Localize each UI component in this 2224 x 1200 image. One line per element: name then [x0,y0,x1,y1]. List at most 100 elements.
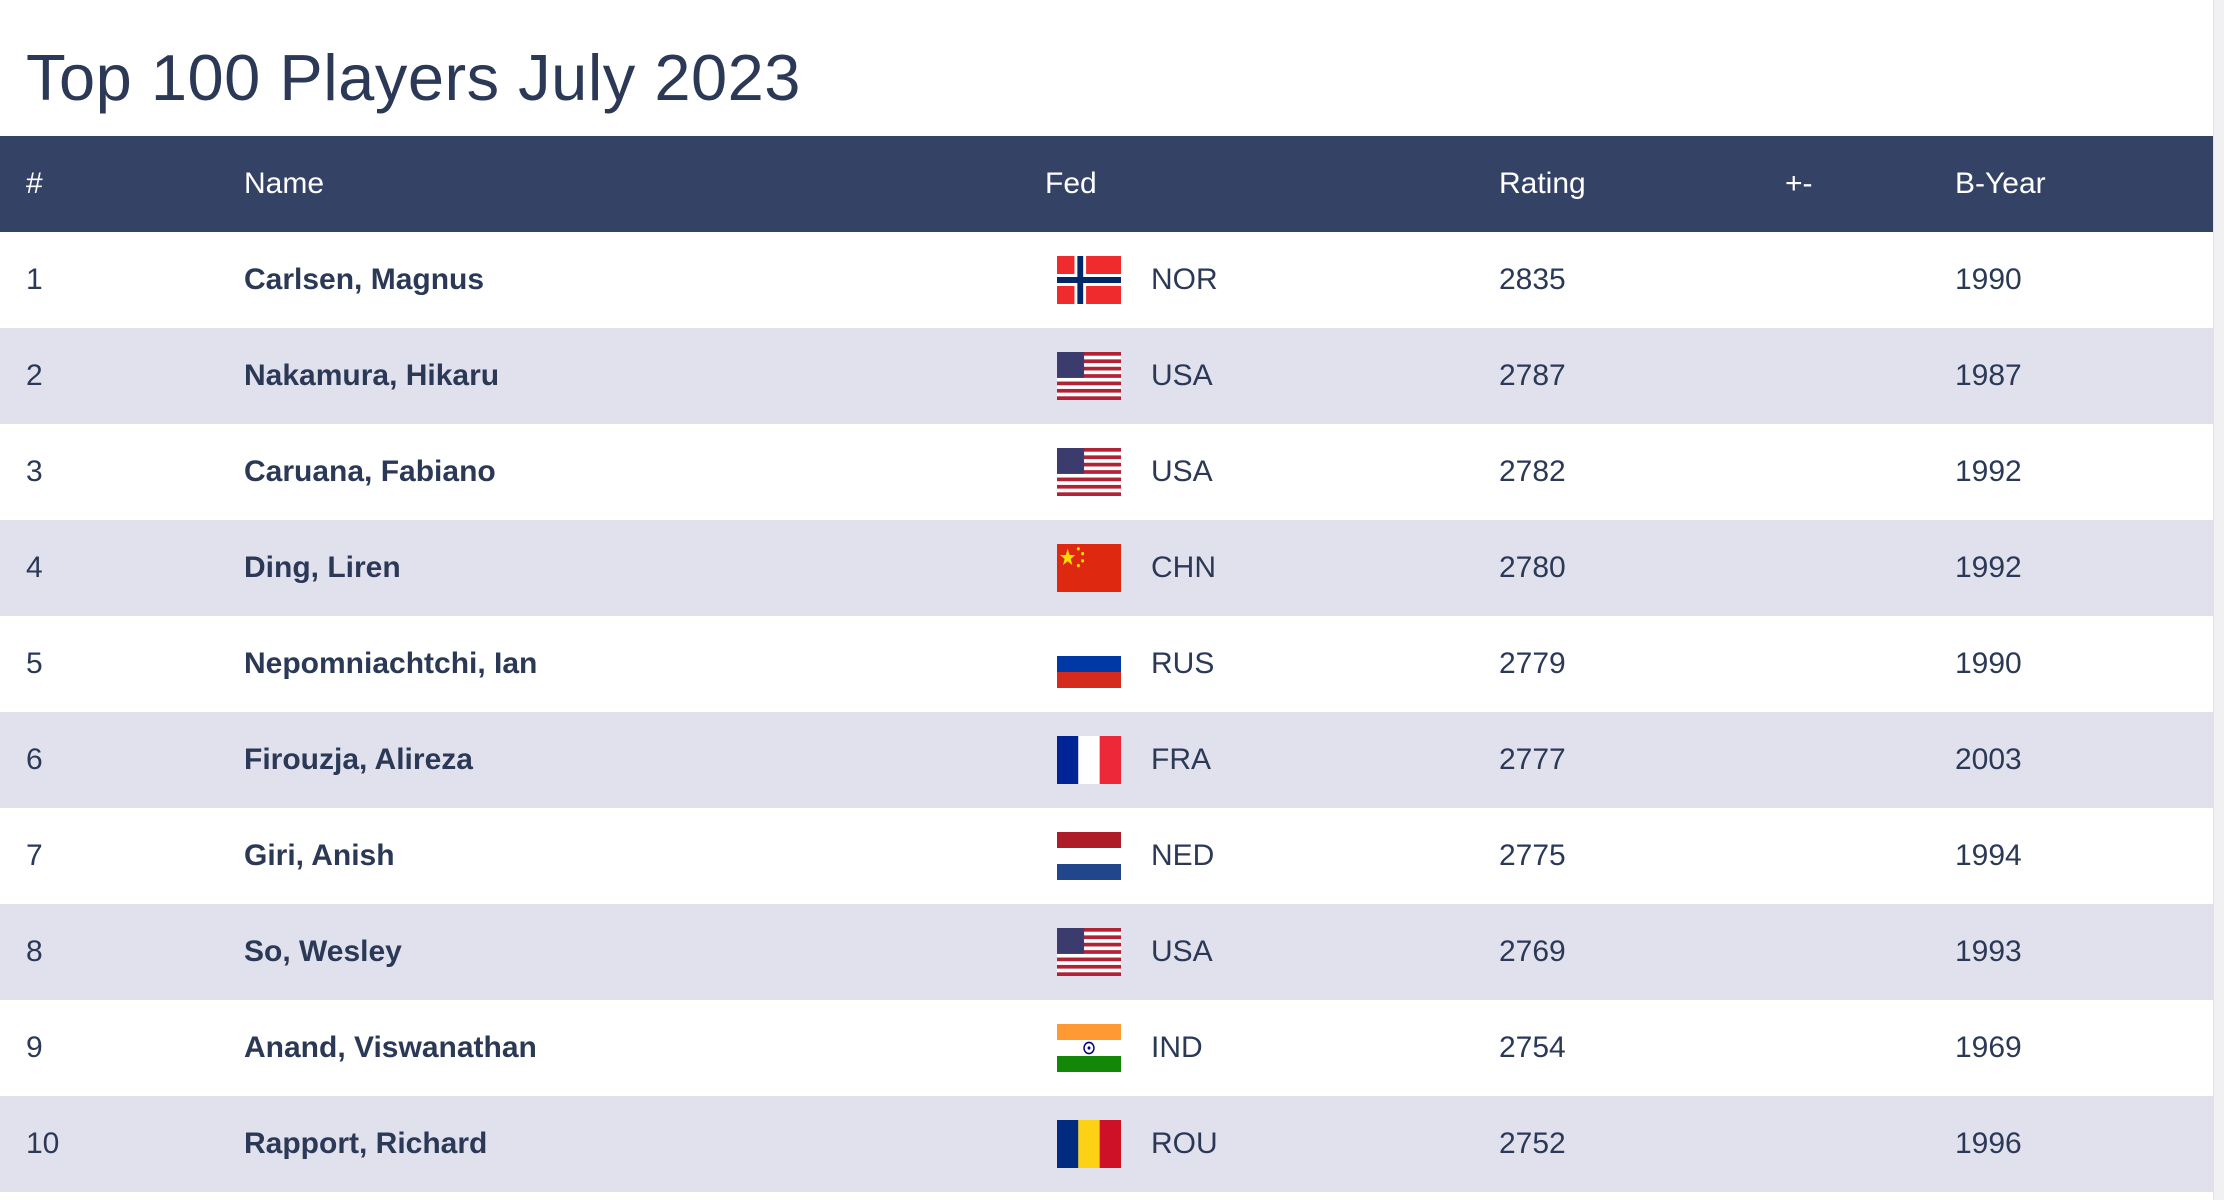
table-header-row: # Name Fed Rating +- B-Year [0,136,2216,232]
change-cell [1785,808,1955,904]
player-name-cell[interactable]: Giri, Anish [244,808,1045,904]
player-name-cell[interactable]: Rapport, Richard [244,1096,1045,1192]
table-row: 3 Caruana, Fabiano USA 2782 1992 [0,424,2216,520]
table-row: 7 Giri, Anish NED 2775 1994 [0,808,2216,904]
player-name-cell[interactable]: So, Wesley [244,904,1045,1000]
federation-cell: NOR [1045,232,1499,328]
header-name[interactable]: Name [244,167,325,200]
ranking-table: # Name Fed Rating +- B-Year 1 Carlsen, Ma… [0,136,2216,1192]
player-name-cell[interactable]: Nakamura, Hikaru [244,328,1045,424]
china-flag-icon [1057,544,1121,592]
birth-year-cell: 1993 [1955,935,2022,968]
birth-year-cell: 1992 [1955,455,2022,488]
player-name-link[interactable]: So, Wesley [244,935,402,968]
player-name-link[interactable]: Carlsen, Magnus [244,263,485,296]
table-row: 1 Carlsen, Magnus NOR 2835 1990 [0,232,2216,328]
rank-cell: 10 [26,1127,60,1160]
netherlands-flag-icon [1057,832,1121,880]
change-cell [1785,520,1955,616]
federation-cell: RUS [1045,616,1499,712]
federation-code: USA [1151,935,1213,968]
player-name-link[interactable]: Firouzja, Alireza [244,743,473,776]
table-row: 2 Nakamura, Hikaru USA 2787 1987 [0,328,2216,424]
usa-flag-icon [1057,928,1121,976]
table-row: 4 Ding, Liren CHN 2780 1992 [0,520,2216,616]
federation-cell: USA [1045,328,1499,424]
page-title: Top 100 Players July 2023 [26,41,801,114]
player-name-link[interactable]: Nakamura, Hikaru [244,359,500,392]
federation-cell: IND [1045,1000,1499,1096]
federation-code: IND [1151,1031,1203,1064]
birth-year-cell: 1990 [1955,647,2022,680]
change-cell [1785,616,1955,712]
header-rating[interactable]: Rating [1499,167,1586,200]
rating-cell: 2775 [1499,839,1566,872]
rank-cell: 1 [26,263,43,296]
header-change[interactable]: +- [1785,167,1813,200]
birth-year-cell: 1992 [1955,551,2022,584]
header-birth-year[interactable]: B-Year [1955,167,2046,200]
player-name-cell[interactable]: Nepomniachtchi, Ian [244,616,1045,712]
player-name-cell[interactable]: Firouzja, Alireza [244,712,1045,808]
romania-flag-icon [1057,1120,1121,1168]
rating-cell: 2754 [1499,1031,1566,1064]
scrollbar[interactable] [2213,0,2224,1200]
federation-cell: USA [1045,424,1499,520]
federation-code: USA [1151,359,1213,392]
usa-flag-icon [1057,352,1121,400]
table-row: 10 Rapport, Richard ROU 2752 1996 [0,1096,2216,1192]
table-row: 9 Anand, Viswanathan IND 2754 1969 [0,1000,2216,1096]
birth-year-cell: 2003 [1955,743,2022,776]
rank-cell: 6 [26,743,43,776]
russia-flag-icon [1057,640,1121,688]
rating-cell: 2777 [1499,743,1566,776]
usa-flag-icon [1057,448,1121,496]
rank-cell: 3 [26,455,43,488]
rank-cell: 8 [26,935,43,968]
federation-cell: ROU [1045,1096,1499,1192]
player-name-link[interactable]: Anand, Viswanathan [244,1031,537,1064]
federation-code: NOR [1151,263,1218,296]
change-cell [1785,904,1955,1000]
federation-code: CHN [1151,551,1216,584]
rating-cell: 2769 [1499,935,1566,968]
player-name-cell[interactable]: Ding, Liren [244,520,1045,616]
header-rank[interactable]: # [26,167,43,200]
federation-cell: FRA [1045,712,1499,808]
rating-cell: 2780 [1499,551,1566,584]
federation-cell: NED [1045,808,1499,904]
change-cell [1785,1000,1955,1096]
rank-cell: 2 [26,359,43,392]
federation-cell: CHN [1045,520,1499,616]
player-name-link[interactable]: Rapport, Richard [244,1127,488,1160]
norway-flag-icon [1057,256,1121,304]
birth-year-cell: 1987 [1955,359,2022,392]
federation-code: ROU [1151,1127,1218,1160]
change-cell [1785,712,1955,808]
birth-year-cell: 1994 [1955,839,2022,872]
rank-cell: 9 [26,1031,43,1064]
player-name-link[interactable]: Caruana, Fabiano [244,455,496,488]
rank-cell: 7 [26,839,43,872]
player-name-link[interactable]: Ding, Liren [244,551,401,584]
change-cell [1785,232,1955,328]
table-row: 5 Nepomniachtchi, Ian RUS 2779 1990 [0,616,2216,712]
table-row: 8 So, Wesley USA 2769 1993 [0,904,2216,1000]
player-name-cell[interactable]: Caruana, Fabiano [244,424,1045,520]
rating-cell: 2835 [1499,263,1566,296]
change-cell [1785,328,1955,424]
birth-year-cell: 1996 [1955,1127,2022,1160]
player-name-cell[interactable]: Anand, Viswanathan [244,1000,1045,1096]
rating-cell: 2787 [1499,359,1566,392]
birth-year-cell: 1969 [1955,1031,2022,1064]
rank-cell: 4 [26,551,43,584]
federation-code: NED [1151,839,1215,872]
player-name-cell[interactable]: Carlsen, Magnus [244,232,1045,328]
player-name-link[interactable]: Giri, Anish [244,839,395,872]
player-name-link[interactable]: Nepomniachtchi, Ian [244,647,538,680]
header-fed[interactable]: Fed [1045,167,1097,200]
rank-cell: 5 [26,647,43,680]
federation-code: USA [1151,455,1213,488]
federation-code: RUS [1151,647,1215,680]
